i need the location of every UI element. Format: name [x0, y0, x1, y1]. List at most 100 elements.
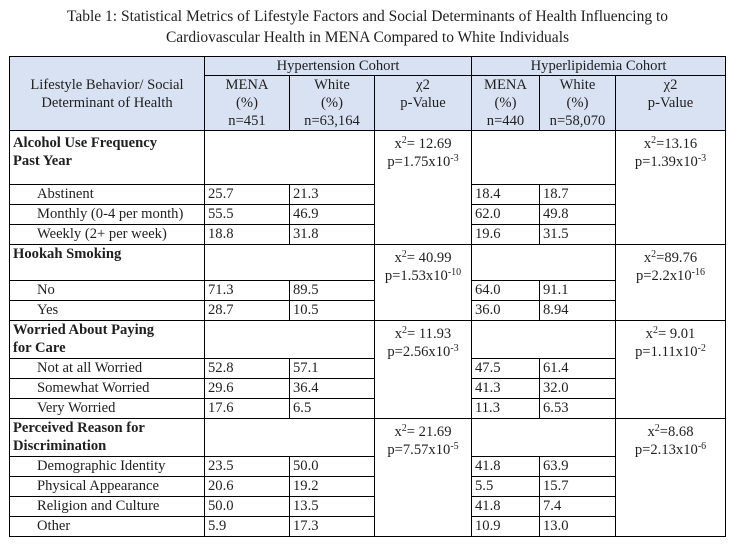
cell-hld-mena: 19.6 [471, 224, 540, 245]
row-label: Other [9, 516, 205, 537]
cell-hld-mena: 47.5 [471, 358, 540, 379]
cell-hld-white: 63.9 [539, 456, 616, 477]
header-white-label: White [559, 77, 596, 93]
cell-htn-white: 6.5 [289, 398, 375, 419]
table-caption: Table 1: Statistical Metrics of Lifestyl… [0, 6, 735, 48]
cell-htn-white: 31.8 [289, 224, 375, 245]
row-label: Monthly (0-4 per month) [9, 204, 205, 225]
section-title-row: Worried About Paying for Care x2= 11.93 … [9, 320, 726, 419]
caption-line-1: Table 1: Statistical Metrics of Lifestyl… [66, 8, 669, 25]
htn-stat-worried: x2= 11.93 p=2.56x10-3 [374, 320, 472, 419]
cell-hld-white: 18.7 [539, 184, 616, 205]
cell-htn-white: 46.9 [289, 204, 375, 225]
cell-htn-mena: 50.0 [204, 496, 290, 517]
table-row: Other 5.9 17.3 10.9 13.0 [9, 516, 726, 537]
cell-htn-mena: 23.5 [204, 456, 290, 477]
section-title-line-1: Perceived Reason for [13, 420, 145, 436]
htn-stat-discrimination: x2= 21.69 p=7.57x10-5 [374, 418, 472, 537]
cell-htn-mena: 20.6 [204, 476, 290, 497]
cell-htn-mena: 52.8 [204, 358, 290, 379]
header-htn-white-n: n=63,164 [304, 113, 360, 129]
cell-hld-mena: 18.4 [471, 184, 540, 205]
header-pct-label: (%) [566, 95, 589, 111]
cell-htn-white: 10.5 [289, 300, 375, 321]
header-pct-label: (%) [236, 95, 258, 111]
row-label: Religion and Culture [9, 496, 205, 517]
cell-hld-mena: 11.3 [471, 398, 540, 419]
row-label: Physical Appearance [9, 476, 205, 497]
row-label: Yes [9, 300, 205, 321]
header-mena-label: MENA [484, 77, 527, 93]
section-title-alcohol: Alcohol Use Frequency Past Year [9, 130, 205, 185]
section-title-line-2: Past Year [13, 153, 73, 169]
cell-hld-white: 32.0 [539, 378, 616, 399]
column-header-htn-chi: χ2 p-Value [374, 75, 472, 131]
row-label: Abstinent [9, 184, 205, 205]
table-row: Not at all Worried 52.8 57.1 47.5 61.4 [9, 358, 726, 379]
hld-stat-worried: x2= 9.01 p=1.11x10-2 [615, 320, 726, 419]
cell-hld-white: 31.5 [539, 224, 616, 245]
hypertension-cohort-header: Hypertension Cohort [204, 56, 472, 76]
cell-htn-mena: 18.8 [204, 224, 290, 245]
column-header-hld-white: White (%) n=58,070 [539, 75, 616, 131]
cell-hld-mena: 10.9 [471, 516, 540, 537]
cell-hld-mena: 62.0 [471, 204, 540, 225]
hld-stat-hookah: x2=89.76 p=2.2x10-16 [615, 244, 726, 321]
section-title-row: Hookah Smoking x2= 40.99 p=1.53x10-10 x2… [9, 244, 726, 321]
cell-htn-white: 89.5 [289, 280, 375, 301]
cell-hld-white: 8.94 [539, 300, 616, 321]
table-row: Yes 28.7 10.5 36.0 8.94 [9, 300, 726, 321]
cell-hld-white: 15.7 [539, 476, 616, 497]
column-header-behavior: Lifestyle Behavior/ Social Determinant o… [9, 75, 205, 131]
header-pct-label: (%) [321, 95, 343, 111]
cell-hld-white: 61.4 [539, 358, 616, 379]
cell-htn-white: 17.3 [289, 516, 375, 537]
header-htn-mena-n: n=451 [228, 113, 266, 129]
htn-stat-alcohol: x2= 12.69 p=1.75x10-3 [374, 130, 472, 245]
cell-htn-mena: 55.5 [204, 204, 290, 225]
hyperlipidemia-cohort-header: Hyperlipidemia Cohort [471, 56, 726, 76]
cell-hld-white: 6.53 [539, 398, 616, 419]
cell-hld-mena: 5.5 [471, 476, 540, 497]
cell-htn-mena: 29.6 [204, 378, 290, 399]
cell-hld-mena: 36.0 [471, 300, 540, 321]
table-row: Abstinent 25.7 21.3 18.4 18.7 [9, 184, 726, 205]
cell-hld-mena: 41.8 [471, 456, 540, 477]
row-label: Weekly (2+ per week) [9, 224, 205, 245]
cell-htn-white: 21.3 [289, 184, 375, 205]
column-header-behavior-line-1: Lifestyle Behavior/ Social [30, 76, 184, 93]
row-label: Somewhat Worried [9, 378, 205, 399]
hld-stat-discrimination: x2=8.68 p=2.13x10-6 [615, 418, 726, 537]
section-title-line-1: Hookah Smoking [13, 246, 122, 262]
row-label: Not at all Worried [9, 358, 205, 379]
cell-htn-mena: 17.6 [204, 398, 290, 419]
section-title-discrimination: Perceived Reason for Discrimination [9, 418, 205, 457]
cell-hld-white: 49.8 [539, 204, 616, 225]
htn-stat-hookah: x2= 40.99 p=1.53x10-10 [374, 244, 472, 321]
header-pval-label: p-Value [647, 95, 694, 111]
column-header-behavior-line-2: Determinant of Health [41, 94, 173, 111]
header-pval-label: p-Value [400, 95, 446, 111]
caption-line-2: Cardiovascular Health in MENA Compared t… [165, 29, 570, 46]
section-title-line-1: Worried About Paying [13, 322, 155, 338]
row-label: Demographic Identity [9, 456, 205, 477]
column-header-hld-mena: MENA (%) n=440 [471, 75, 540, 131]
row-label: Very Worried [9, 398, 205, 419]
cell-hld-white: 13.0 [539, 516, 616, 537]
cell-hld-mena: 64.0 [471, 280, 540, 301]
header-mena-label: MENA [225, 77, 269, 93]
column-header-htn-mena: MENA (%) n=451 [204, 75, 290, 131]
cell-hld-white: 91.1 [539, 280, 616, 301]
column-header-htn-white: White (%) n=63,164 [289, 75, 375, 131]
section-title-hookah: Hookah Smoking [9, 244, 205, 281]
cell-htn-mena: 25.7 [204, 184, 290, 205]
header-chi-label: χ2 [663, 77, 678, 93]
header-pct-label: (%) [494, 95, 517, 111]
table-row: Physical Appearance 20.6 19.2 5.5 15.7 [9, 476, 726, 497]
cell-htn-mena: 5.9 [204, 516, 290, 537]
cell-htn-white: 36.4 [289, 378, 375, 399]
cell-htn-white: 57.1 [289, 358, 375, 379]
hld-stat-alcohol: x2=13.16 p=1.39x10-3 [615, 130, 726, 245]
column-header-hld-chi: χ2 p-Value [615, 75, 726, 131]
cell-htn-white: 50.0 [289, 456, 375, 477]
